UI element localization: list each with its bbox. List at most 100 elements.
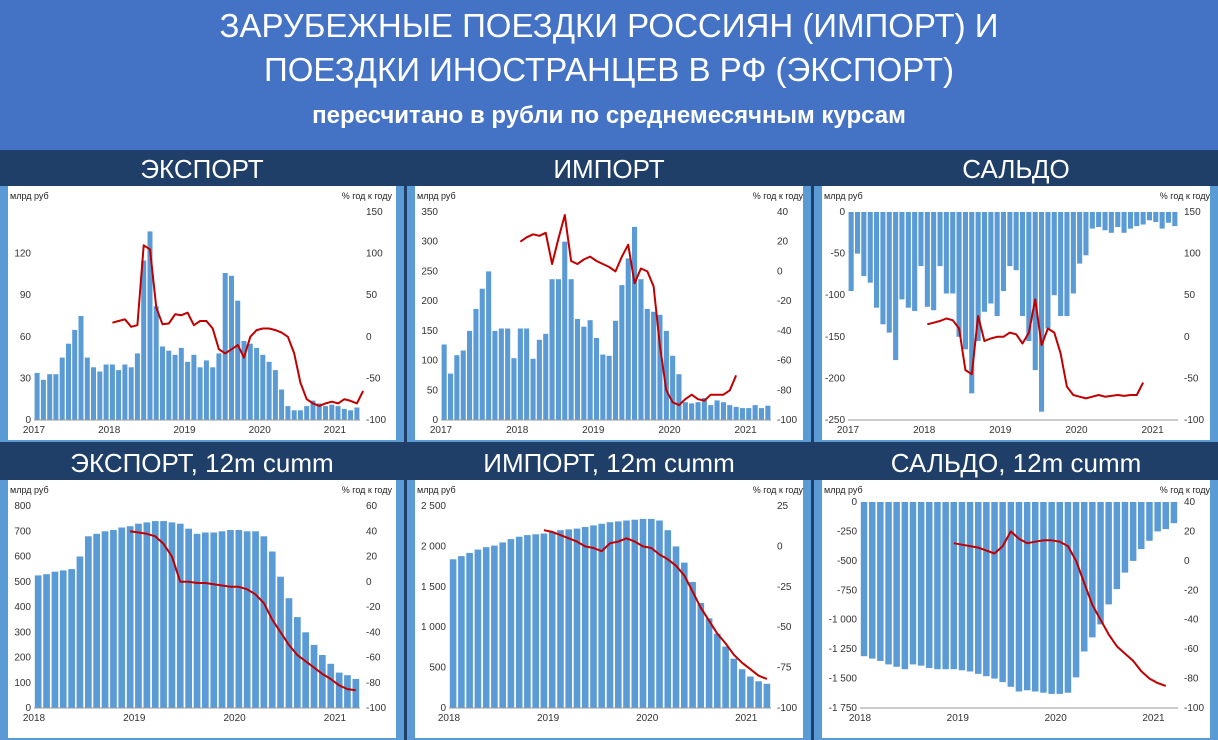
y-tick-label: 200 (14, 653, 31, 664)
bar (511, 358, 517, 420)
bar (926, 502, 933, 668)
y2-tick-label: 0 (366, 577, 372, 588)
y-tick-label: 300 (421, 237, 438, 248)
y-tick-label: -1 000 (829, 615, 858, 626)
y-axis-unit: млрд руб (10, 191, 49, 201)
bar (202, 532, 209, 708)
bar (1020, 212, 1026, 316)
y2-tick-label: -40 (1184, 615, 1199, 626)
y2-tick-label: 40 (1184, 497, 1196, 508)
bar (116, 370, 122, 420)
y-tick-label: 100 (14, 678, 31, 689)
bar (491, 545, 498, 708)
bar (950, 502, 957, 670)
bar (172, 354, 178, 420)
bar (540, 533, 548, 708)
bar (714, 633, 721, 708)
y2-axis-unit: % год к году (342, 485, 393, 495)
bar (549, 279, 555, 420)
bar (185, 528, 192, 708)
bar (548, 531, 556, 708)
bar (581, 326, 587, 420)
bar (482, 547, 490, 708)
bar (285, 598, 293, 708)
bar (1081, 502, 1088, 652)
bar (203, 360, 209, 420)
bar (593, 338, 599, 420)
bar (1056, 502, 1063, 694)
bar (110, 530, 117, 708)
x-tick-label: 2020 (636, 713, 659, 724)
bar (310, 644, 318, 708)
bar (722, 646, 729, 708)
bar (466, 552, 473, 708)
x-tick-label: 2019 (947, 713, 970, 724)
bar (473, 308, 479, 420)
bar (1113, 502, 1121, 590)
bar (886, 212, 892, 333)
bar (235, 530, 243, 708)
y-tick-label: 30 (20, 373, 32, 384)
bar (885, 502, 892, 665)
x-tick-label: 2021 (1141, 425, 1164, 436)
bar (285, 406, 291, 420)
bar (1026, 212, 1032, 341)
bar (1089, 502, 1096, 638)
bar (966, 502, 974, 672)
y-tick-label: 90 (20, 290, 32, 301)
bar (1165, 212, 1171, 223)
x-tick-label: 2018 (506, 425, 529, 436)
bar (254, 347, 260, 420)
yoy-line (953, 530, 1167, 687)
bar (1048, 502, 1055, 694)
bar (507, 539, 515, 708)
bar (969, 212, 975, 394)
bar (474, 549, 482, 708)
bar (991, 502, 998, 679)
bar (975, 502, 982, 674)
x-tick-label: 2018 (913, 425, 936, 436)
bar (720, 402, 726, 420)
y2-tick-label: -100 (777, 415, 797, 426)
bar (999, 502, 1006, 683)
chart-svg: млрд руб % год к году 0 30 60 90 120 -100 -50 0 50… (10, 191, 392, 436)
bar (590, 525, 597, 708)
y-tick-label: -100 (825, 290, 845, 301)
bar (909, 502, 917, 665)
bar (681, 562, 688, 708)
bar (498, 328, 504, 420)
x-tick-label: 2020 (1045, 713, 1068, 724)
x-tick-label: 2017 (837, 425, 860, 436)
y-tick-label: -500 (837, 556, 857, 567)
bar (229, 275, 234, 420)
bar (565, 529, 572, 708)
bar (68, 569, 75, 708)
bar (524, 328, 530, 420)
x-tick-label: 2021 (1142, 713, 1165, 724)
bar (918, 212, 924, 267)
y-tick-label: -50 (831, 249, 846, 260)
bar (524, 535, 531, 708)
y-tick-label: -150 (825, 332, 845, 343)
y-tick-label: -1 250 (829, 644, 858, 655)
bar (1007, 502, 1015, 687)
bar (134, 353, 140, 420)
bar (449, 559, 457, 708)
bar (747, 676, 754, 708)
bar (135, 523, 142, 708)
y-axis-unit: млрд руб (824, 485, 863, 495)
y-tick-label: 700 (14, 526, 31, 537)
bar (126, 526, 134, 708)
bar (557, 530, 564, 708)
bar (950, 212, 956, 294)
bar (51, 571, 59, 708)
y2-tick-label: 100 (1184, 249, 1201, 260)
bar (701, 398, 707, 420)
bar (448, 373, 454, 420)
panel-title-balance-cumm: САЛЬДО, 12m cumm (814, 445, 1218, 481)
y2-tick-label: -50 (777, 622, 792, 633)
bar (587, 320, 593, 420)
bar (454, 355, 460, 420)
bar (899, 212, 905, 300)
panel-title-export-cumm: ЭКСПОРТ, 12m cumm (0, 445, 404, 481)
